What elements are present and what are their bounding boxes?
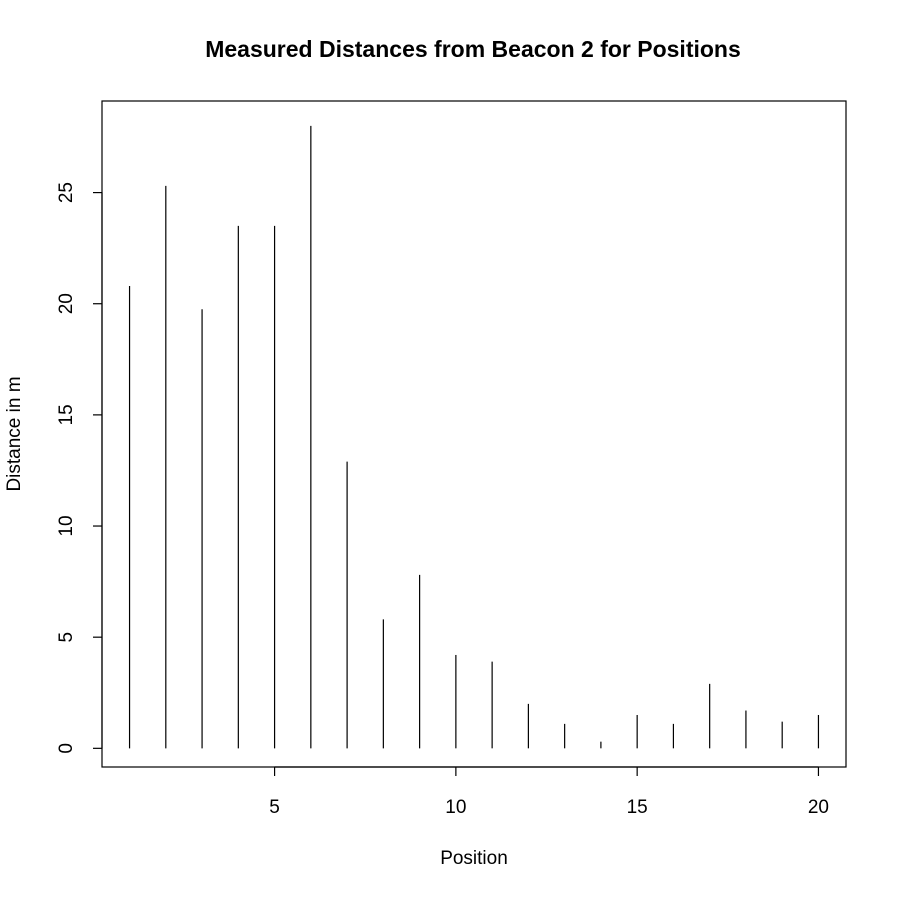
y-axis-label: Distance in m — [4, 376, 25, 491]
y-tick-label-0: 0 — [56, 743, 77, 754]
x-axis-label: Position — [440, 848, 508, 869]
x-axis: 5 10 15 20 — [269, 766, 829, 818]
x-tick-label-15: 15 — [627, 797, 648, 818]
y-tick-label-25: 25 — [56, 182, 77, 203]
x-tick-label-10: 10 — [445, 797, 466, 818]
x-tick-label-20: 20 — [808, 797, 829, 818]
bar-series — [128, 125, 820, 749]
chart-title: Measured Distances from Beacon 2 for Pos… — [205, 36, 741, 62]
y-tick-label-5: 5 — [56, 632, 77, 643]
y-tick-label-15: 15 — [56, 404, 77, 425]
plot-frame — [101, 100, 847, 768]
y-tick-label-10: 10 — [56, 515, 77, 536]
x-tick-label-5: 5 — [269, 797, 280, 818]
y-axis: 0 5 10 15 20 25 — [56, 182, 103, 754]
y-tick-label-20: 20 — [56, 293, 77, 314]
